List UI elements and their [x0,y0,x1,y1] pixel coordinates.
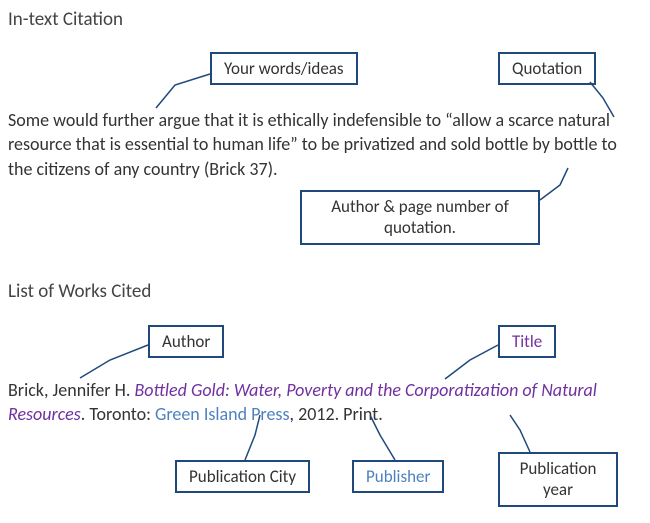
label-title: Title [498,325,556,358]
label-publisher: Publisher [352,460,444,493]
heading-intext: In-text Citation [8,8,123,31]
citation-publisher: Green Island Press [155,403,290,425]
intext-paragraph: Some would further argue that it is ethi… [8,108,642,181]
heading-works-cited: List of Works Cited [8,280,151,303]
citation-after-publisher: , 2012. Print. [290,403,383,425]
label-author-page: Author & page number of quotation. [300,190,540,245]
label-author: Author [148,325,224,358]
label-quotation: Quotation [498,52,596,85]
citation-after-title: . Toronto: [81,403,155,425]
works-cited-entry: Brick, Jennifer H. Bottled Gold: Water, … [8,378,642,427]
label-pub-year: Publication year [498,452,618,507]
label-your-words: Your words/ideas [210,52,358,85]
citation-author: Brick, Jennifer H. [8,379,134,401]
label-pub-city: Publication City [175,460,310,493]
